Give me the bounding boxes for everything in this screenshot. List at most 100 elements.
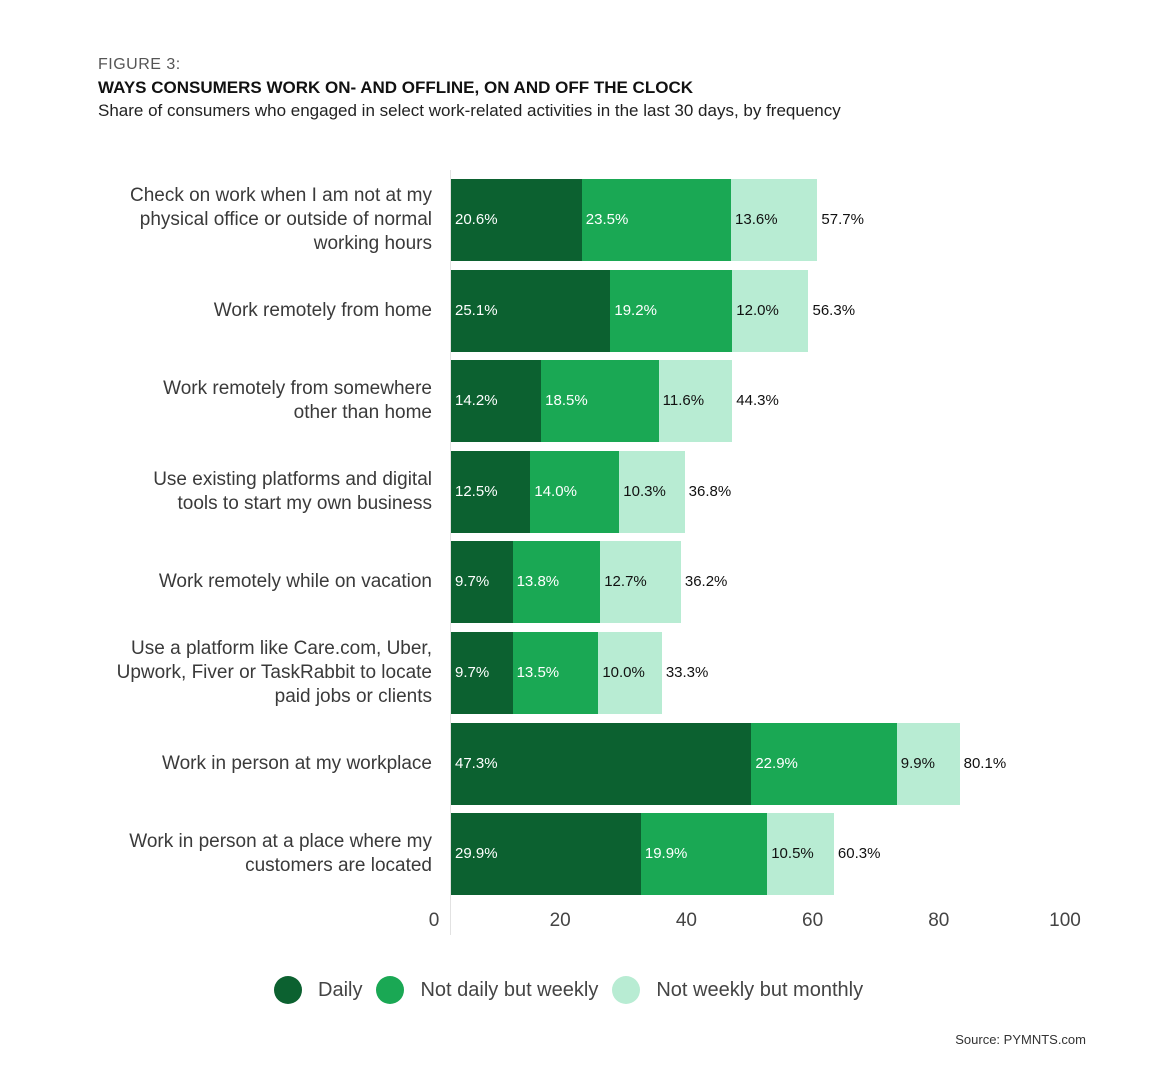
total-label: 57.7% — [821, 211, 864, 228]
total-label: 36.2% — [684, 573, 728, 591]
source-note: Source: PYMNTS.com — [955, 1032, 1086, 1047]
bar-segment-not-weekly-but-monthly — [731, 179, 818, 261]
x-tick-label: 100 — [1049, 910, 1081, 931]
total-label: 56.3% — [812, 301, 856, 319]
bar-segment-not-weekly-but-monthly — [619, 450, 685, 533]
category-label: Use a platform like Care.com, Uber, Upwor… — [72, 637, 432, 709]
data-label: 10.0% — [602, 664, 645, 681]
total-label: 60.3% — [837, 845, 881, 863]
category-label: Work in person at my workplace — [72, 752, 432, 776]
bar-segment-daily — [451, 450, 531, 533]
data-label: 9.7% — [455, 573, 490, 591]
category-label-line: Work remotely from home — [213, 299, 432, 321]
category-label: Work remotely while on vacation — [72, 570, 432, 594]
bar-segment-not-weekly-but-monthly — [896, 722, 960, 805]
bar-segment-not-weekly-but-monthly — [767, 813, 834, 896]
legend: Daily Not daily but weekly Not weekly but … — [274, 976, 877, 1004]
data-label: 12.0% — [736, 301, 779, 319]
legend-label: Daily — [318, 978, 363, 1001]
data-label: 47.3% — [455, 754, 498, 772]
category-label-line: Work in person at my workplace — [162, 752, 432, 774]
category-label-line: Check on work when I am not at my — [129, 185, 432, 206]
bar-segment-not-daily-but-weekly — [751, 722, 897, 805]
data-label: 14.2% — [455, 392, 498, 410]
x-tick-label: 80 — [928, 910, 950, 931]
data-label: 19.2% — [614, 301, 657, 319]
category-label-line: Work in person at a place where my — [129, 831, 432, 853]
category-label-line: Work remotely from somewhere — [163, 378, 432, 400]
x-tick-label: 40 — [675, 910, 697, 931]
bar-segment-daily — [451, 360, 542, 443]
category-label-line: Use existing platforms and digital — [153, 468, 432, 490]
bar-segment-not-weekly-but-monthly — [732, 269, 809, 352]
legend-item: Not daily but weekly — [376, 976, 598, 1004]
data-label: 25.1% — [455, 301, 498, 319]
bar-segment-not-daily-but-weekly — [512, 632, 599, 714]
total-label: 33.3% — [665, 664, 709, 681]
bar-segment-not-daily-but-weekly — [541, 360, 659, 443]
bar-segment-not-daily-but-weekly — [581, 179, 732, 261]
data-label: 29.9% — [455, 845, 498, 863]
data-label: 13.8% — [516, 573, 560, 591]
bar-segment-daily — [451, 179, 582, 261]
category-label-line: paid jobs or clients — [274, 686, 432, 707]
data-label: 22.9% — [755, 754, 798, 772]
category-label-line: tools to start my own business — [177, 492, 433, 514]
bar-segment-not-weekly-but-monthly — [598, 632, 662, 714]
category-label-line: physical office or outside of normal — [139, 209, 432, 230]
data-label: 19.9% — [644, 845, 688, 863]
category-label: Work remotely from home — [72, 299, 432, 323]
bar-segment-daily — [451, 269, 611, 352]
data-label: 10.3% — [623, 482, 666, 500]
total-label: 80.1% — [963, 754, 1007, 772]
data-label: 20.6% — [455, 211, 498, 228]
data-label: 11.6% — [662, 392, 705, 410]
data-label: 9.9% — [900, 754, 935, 772]
bar-segment-daily — [451, 632, 513, 714]
data-label: 12.5% — [455, 482, 498, 500]
category-label-line: Use a platform like Care.com, Uber, — [131, 638, 432, 659]
legend-label: Not weekly but monthly — [656, 978, 864, 1001]
legend-item: Not weekly but monthly — [612, 976, 863, 1004]
bar-segment-not-daily-but-weekly — [530, 450, 620, 533]
category-label: Check on work when I am not at my physica… — [72, 184, 432, 256]
data-label: 9.7% — [455, 664, 490, 681]
category-label: Work in person at a place where my custom… — [72, 830, 432, 878]
bar-segment-daily — [451, 541, 513, 624]
data-label: 13.6% — [735, 211, 778, 228]
legend-swatch-icon — [274, 976, 302, 1004]
bar-segment-not-weekly-but-monthly — [600, 541, 681, 624]
category-label-line: working hours — [313, 233, 432, 254]
data-label: 18.5% — [545, 392, 588, 410]
legend-label: Not daily but weekly — [420, 978, 599, 1001]
category-label: Work remotely from somewhere other than h… — [72, 377, 432, 425]
bar-segment-not-daily-but-weekly — [640, 813, 768, 896]
y-axis-line — [450, 170, 451, 935]
data-label: 10.5% — [771, 845, 814, 863]
bar-segment-daily — [451, 813, 641, 896]
data-label: 12.7% — [604, 573, 647, 591]
chart-subtitle: Share of consumers who engaged in select… — [98, 101, 841, 120]
legend-item: Daily — [274, 976, 362, 1004]
x-tick-label: 60 — [802, 910, 824, 931]
total-label: 44.3% — [736, 392, 779, 410]
x-tick-label: 20 — [549, 910, 571, 931]
legend-swatch-icon — [612, 976, 641, 1004]
data-label: 23.5% — [585, 211, 629, 228]
figure-label: FIGURE 3: — [98, 56, 181, 73]
category-label: Use existing platforms and digital tools … — [72, 468, 432, 516]
legend-swatch-icon — [376, 976, 405, 1004]
x-tick-label: 0 — [428, 910, 440, 931]
chart-title: WAYS CONSUMERS WORK ON- AND OFFLINE, ON … — [98, 78, 693, 97]
data-label: 13.5% — [516, 664, 560, 681]
data-label: 14.0% — [534, 482, 577, 500]
category-label-line: Work remotely while on vacation — [158, 571, 432, 593]
bar-segment-not-daily-but-weekly — [610, 269, 733, 352]
total-label: 36.8% — [688, 482, 732, 500]
bar-segment-daily — [451, 722, 752, 805]
category-label-line: Upwork, Fiver or TaskRabbit to locate — [116, 662, 432, 683]
bar-segment-not-daily-but-weekly — [512, 541, 601, 624]
category-label-line: other than home — [293, 402, 432, 424]
bar-segment-not-weekly-but-monthly — [658, 360, 733, 443]
category-label-line: customers are located — [245, 855, 432, 877]
